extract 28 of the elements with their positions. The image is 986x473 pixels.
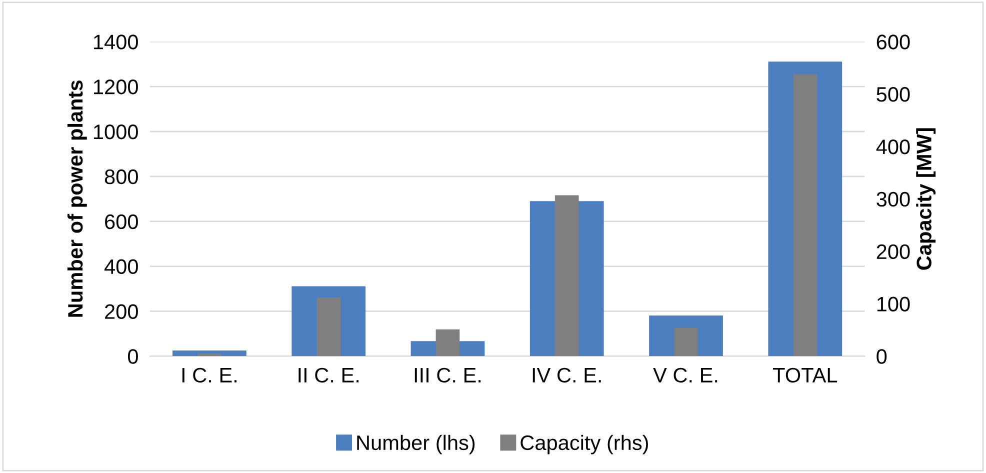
y-tick-label: 1200 [94, 80, 138, 94]
y-tick-label: 1400 [94, 34, 138, 50]
y-tick-label: 800 [104, 169, 138, 184]
y2-tick-label: 500 [876, 87, 910, 102]
x-tick-label: I C. E. [182, 368, 236, 383]
y2-tick-label: 400 [876, 139, 910, 154]
legend-label: Number (lhs) [357, 434, 475, 454]
x-tick-label: V C. E. [653, 368, 718, 383]
y-tick-label: 600 [105, 214, 138, 230]
y2-tick-label: 200 [876, 244, 910, 260]
y2-axis-title: Capacity [MW] [916, 128, 936, 270]
x-tick-label: III C. E. [414, 368, 481, 383]
y2-tick-label: 0 [876, 349, 887, 364]
y2-tick-label: 600 [876, 34, 910, 50]
y-tick-label: 0 [128, 349, 138, 364]
bar [674, 328, 698, 356]
legend-label: Capacity (rhs) [520, 434, 648, 454]
y-tick-label: 400 [104, 259, 138, 274]
bar [316, 297, 340, 356]
y-axis-title: Number of power plants [67, 80, 87, 317]
x-tick-label: IV C. E. [532, 368, 601, 383]
y-tick-label: 1000 [94, 124, 138, 140]
x-tick-label: II C. E. [298, 368, 359, 383]
bar [198, 354, 222, 356]
y-tick-label: 200 [105, 304, 138, 319]
y2-tick-label: 300 [876, 192, 910, 207]
y2-tick-label: 100 [877, 296, 910, 312]
x-tick-label: TOTAL [773, 368, 838, 383]
